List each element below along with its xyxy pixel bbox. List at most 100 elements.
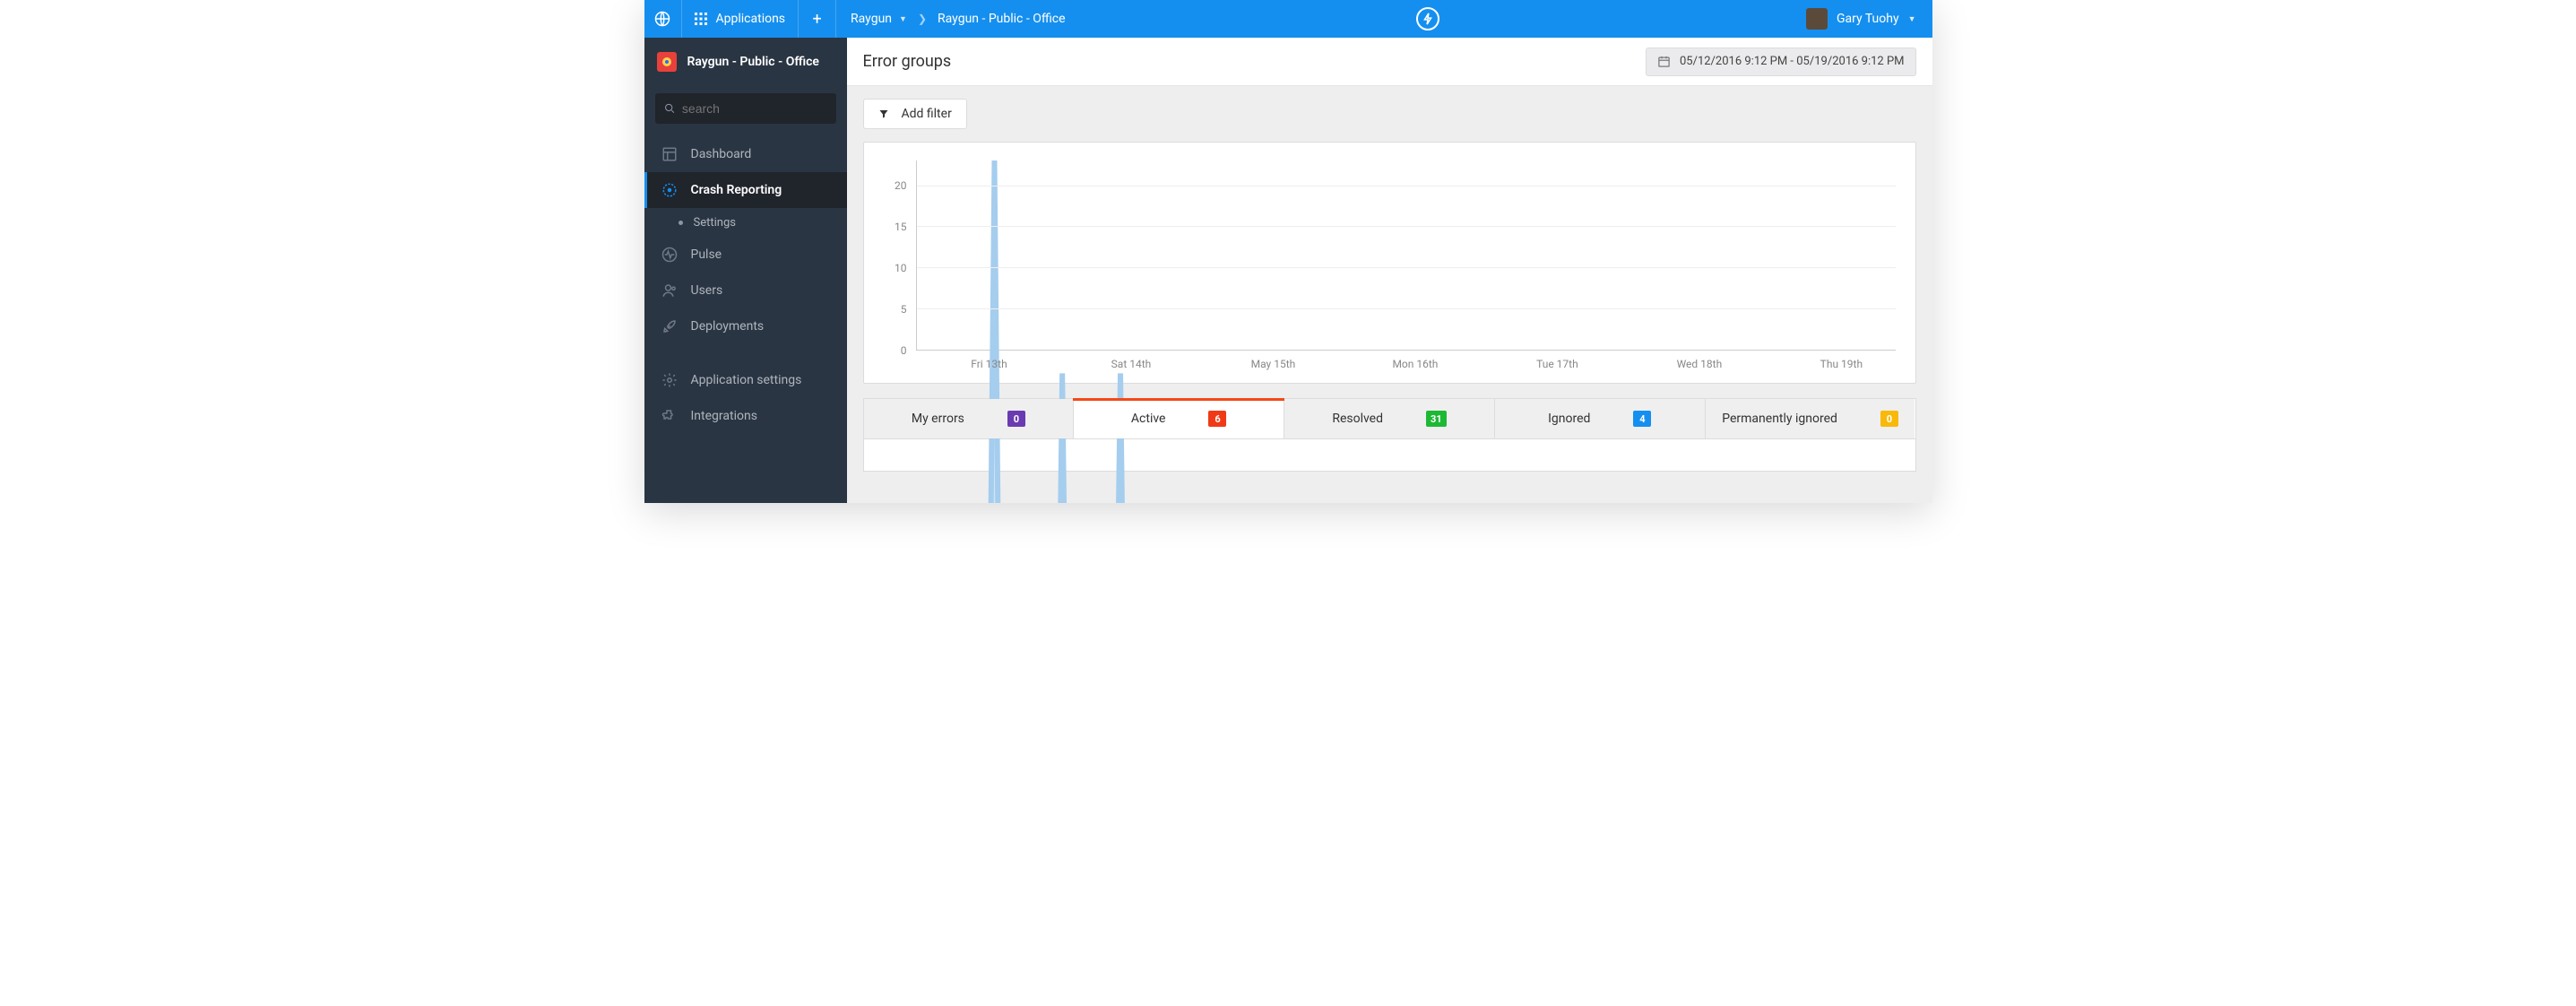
status-tabs: My errors 0 Active 6 Resolved 31 Ignored 4 Perma… — [863, 398, 1916, 439]
sidebar-item-label: Pulse — [691, 247, 722, 262]
search-icon — [664, 102, 675, 115]
user-name: Gary Tuohy — [1837, 12, 1899, 26]
sidebar-item-label: Settings — [694, 216, 736, 230]
tab-count-badge: 6 — [1208, 411, 1226, 427]
errors-chart-card: 0 5 10 15 20 Fri 13th Sat 14th May 15th Mon 16t… — [863, 142, 1916, 384]
tab-label: Ignored — [1548, 412, 1590, 426]
calendar-icon — [1657, 55, 1671, 68]
tab-count-badge: 4 — [1633, 411, 1651, 427]
breadcrumb-org[interactable]: Raygun ▼ — [851, 12, 907, 26]
globe-icon[interactable] — [644, 0, 682, 38]
titlebar: Error groups 05/12/2016 9:12 PM - 05/19/… — [847, 38, 1932, 86]
tab-count-badge: 31 — [1426, 411, 1447, 427]
chevron-right-icon: ❯ — [918, 13, 927, 25]
add-filter-button[interactable]: Add filter — [863, 99, 967, 129]
x-tick-label: Wed 18th — [1677, 358, 1723, 370]
avatar — [1806, 8, 1828, 30]
tab-active[interactable]: Active 6 — [1074, 399, 1284, 438]
tab-label: Active — [1131, 412, 1166, 426]
y-tick-label: 20 — [895, 179, 907, 192]
topbar: Applications + Raygun ▼ ❯ Raygun - Publi… — [644, 0, 1932, 38]
page-title: Error groups — [863, 52, 952, 71]
caret-down-icon: ▼ — [899, 14, 907, 24]
sidebar-item-dashboard[interactable]: Dashboard — [644, 136, 847, 172]
y-tick-label: 15 — [895, 221, 907, 233]
x-tick-label: May 15th — [1251, 358, 1296, 370]
user-menu[interactable]: Gary Tuohy ▼ — [1790, 0, 1932, 38]
y-axis: 05101520 — [884, 160, 912, 351]
sidebar-item-users[interactable]: Users — [644, 273, 847, 308]
sidebar-subitem-settings[interactable]: Settings — [679, 208, 847, 237]
sidebar-item-label: Integrations — [691, 409, 757, 423]
breadcrumb-org-label: Raygun — [851, 12, 892, 26]
sidebar-item-label: Deployments — [691, 319, 765, 334]
x-tick-label: Fri 13th — [971, 358, 1007, 370]
search-field[interactable] — [682, 101, 827, 116]
sidebar-item-label: Users — [691, 283, 723, 298]
search-row — [644, 86, 847, 136]
body: Raygun - Public - Office Dashboard — [644, 38, 1932, 503]
nav-separator — [644, 344, 847, 362]
tab-label: My errors — [912, 412, 964, 426]
puzzle-icon — [661, 408, 679, 424]
sidebar-item-deployments[interactable]: Deployments — [644, 308, 847, 344]
topbar-center — [1066, 7, 1790, 30]
breadcrumb-app[interactable]: Raygun - Public - Office — [938, 12, 1066, 26]
date-range-picker[interactable]: 05/12/2016 9:12 PM - 05/19/2016 9:12 PM — [1646, 48, 1916, 76]
users-icon — [661, 282, 679, 299]
tab-count-badge: 0 — [1007, 411, 1025, 427]
nav-group-secondary: Application settings Integrations — [644, 362, 847, 434]
toolbar: Add filter — [847, 86, 1932, 142]
x-tick-label: Thu 19th — [1820, 358, 1863, 370]
tab-ignored[interactable]: Ignored 4 — [1495, 399, 1706, 438]
sidebar-item-label: Dashboard — [691, 147, 752, 161]
sidebar-item-label: Application settings — [691, 373, 802, 387]
x-tick-label: Mon 16th — [1392, 358, 1438, 370]
app-selector[interactable]: Raygun - Public - Office — [644, 38, 847, 86]
filter-icon — [878, 108, 889, 119]
sidebar-item-integrations[interactable]: Integrations — [644, 398, 847, 434]
sidebar-item-crash-reporting[interactable]: Crash Reporting — [644, 172, 847, 208]
add-application-button[interactable]: + — [799, 0, 836, 38]
search-input[interactable] — [655, 93, 836, 124]
tab-label: Permanently ignored — [1722, 412, 1837, 426]
target-icon — [661, 182, 679, 198]
rocket-icon — [661, 318, 679, 334]
errors-chart: 0 5 10 15 20 Fri 13th Sat 14th May 15th Mon 16t… — [884, 160, 1896, 374]
tab-my-errors[interactable]: My errors 0 — [864, 399, 1075, 438]
x-tick-label: Tue 17th — [1536, 358, 1578, 370]
sidebar: Raygun - Public - Office Dashboard — [644, 38, 847, 503]
sidebar-item-pulse[interactable]: Pulse — [644, 237, 847, 273]
nav-group-main: Dashboard Crash Reporting Settings — [644, 136, 847, 344]
sidebar-subnav: Settings — [644, 208, 847, 237]
x-tick-label: Sat 14th — [1111, 358, 1152, 370]
bullet-icon — [679, 221, 683, 225]
gear-icon — [661, 372, 679, 388]
dashboard-icon — [661, 146, 679, 162]
sidebar-item-label: Crash Reporting — [691, 183, 782, 197]
tab-count-badge: 0 — [1880, 411, 1898, 427]
tab-resolved[interactable]: Resolved 31 — [1284, 399, 1495, 438]
y-tick-label: 5 — [901, 303, 907, 316]
grid-icon — [695, 13, 707, 25]
applications-label: Applications — [716, 12, 786, 26]
y-tick-label: 10 — [895, 262, 907, 274]
breadcrumb-app-label: Raygun - Public - Office — [938, 12, 1066, 26]
gridline — [917, 226, 1896, 227]
gridline — [917, 267, 1896, 268]
tab-label: Resolved — [1332, 412, 1383, 426]
caret-down-icon: ▼ — [1908, 14, 1916, 24]
date-range-text: 05/12/2016 9:12 PM - 05/19/2016 9:12 PM — [1680, 55, 1905, 68]
main: Error groups 05/12/2016 9:12 PM - 05/19/… — [847, 38, 1932, 503]
tab-permanently-ignored[interactable]: Permanently ignored 0 — [1706, 399, 1915, 438]
app-window: Applications + Raygun ▼ ❯ Raygun - Publi… — [644, 0, 1932, 503]
applications-menu[interactable]: Applications — [682, 0, 800, 38]
gridline — [917, 308, 1896, 309]
sidebar-item-app-settings[interactable]: Application settings — [644, 362, 847, 398]
add-filter-label: Add filter — [902, 107, 952, 121]
y-tick-label: 0 — [901, 344, 907, 357]
breadcrumb: Raygun ▼ ❯ Raygun - Public - Office — [836, 12, 1065, 26]
x-axis: Fri 13th Sat 14th May 15th Mon 16th Tue 17th… — [916, 354, 1896, 374]
pulse-icon — [661, 247, 679, 263]
bolt-icon[interactable] — [1416, 7, 1439, 30]
